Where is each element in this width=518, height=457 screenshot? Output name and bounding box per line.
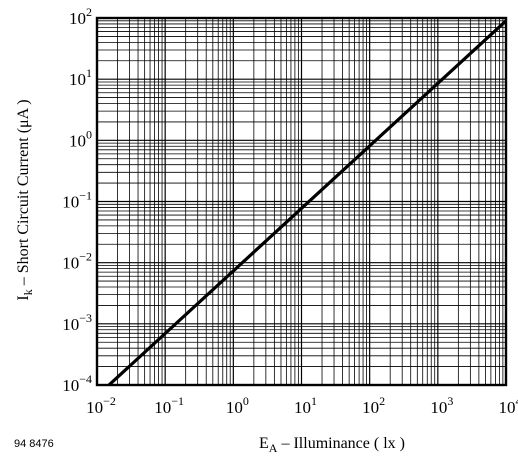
y-tick-label: 10−4 (62, 372, 92, 395)
x-tick-label: 10−2 (86, 394, 116, 417)
x-tick-label: 103 (430, 394, 453, 417)
x-tick-label: 102 (362, 394, 385, 417)
figure-code: 94 8476 (14, 438, 54, 450)
x-tick-label: 101 (294, 394, 317, 417)
y-axis-title-rest: – Short Circuit Current (μA ) (15, 99, 32, 289)
plot-frame (95, 16, 508, 387)
x-tick-label: 100 (226, 394, 249, 417)
y-tick-label: 101 (69, 66, 92, 89)
y-tick-label: 10−2 (62, 250, 92, 273)
series-line-1 (107, 19, 508, 387)
x-axis-tick-labels: 10−2 10−1 100 101 102 103 104 (86, 394, 518, 417)
x-axis-title-sub: A (269, 441, 278, 455)
y-tick-label: 100 (69, 127, 92, 150)
x-tick-label: 10−1 (154, 394, 184, 417)
y-tick-label: 10−1 (62, 189, 92, 212)
y-tick-label: 10−3 (62, 311, 92, 334)
x-tick-label: 104 (499, 394, 518, 417)
y-axis-tick-labels: 10−4 10−3 10−2 10−1 100 101 102 (62, 5, 92, 395)
series-layer (107, 19, 508, 387)
x-axis-title-main: E (259, 435, 269, 452)
y-tick-label: 102 (69, 5, 92, 28)
y-axis-title-sub: k (21, 289, 35, 295)
major-grid (97, 18, 506, 385)
y-axis-title-main: I (15, 295, 32, 300)
x-axis-title: EA – Illuminance ( lx ) (259, 435, 405, 455)
y-axis-title: Ik – Short Circuit Current (μA ) (15, 99, 35, 300)
x-axis-title-rest: – Illuminance ( lx ) (277, 435, 405, 452)
